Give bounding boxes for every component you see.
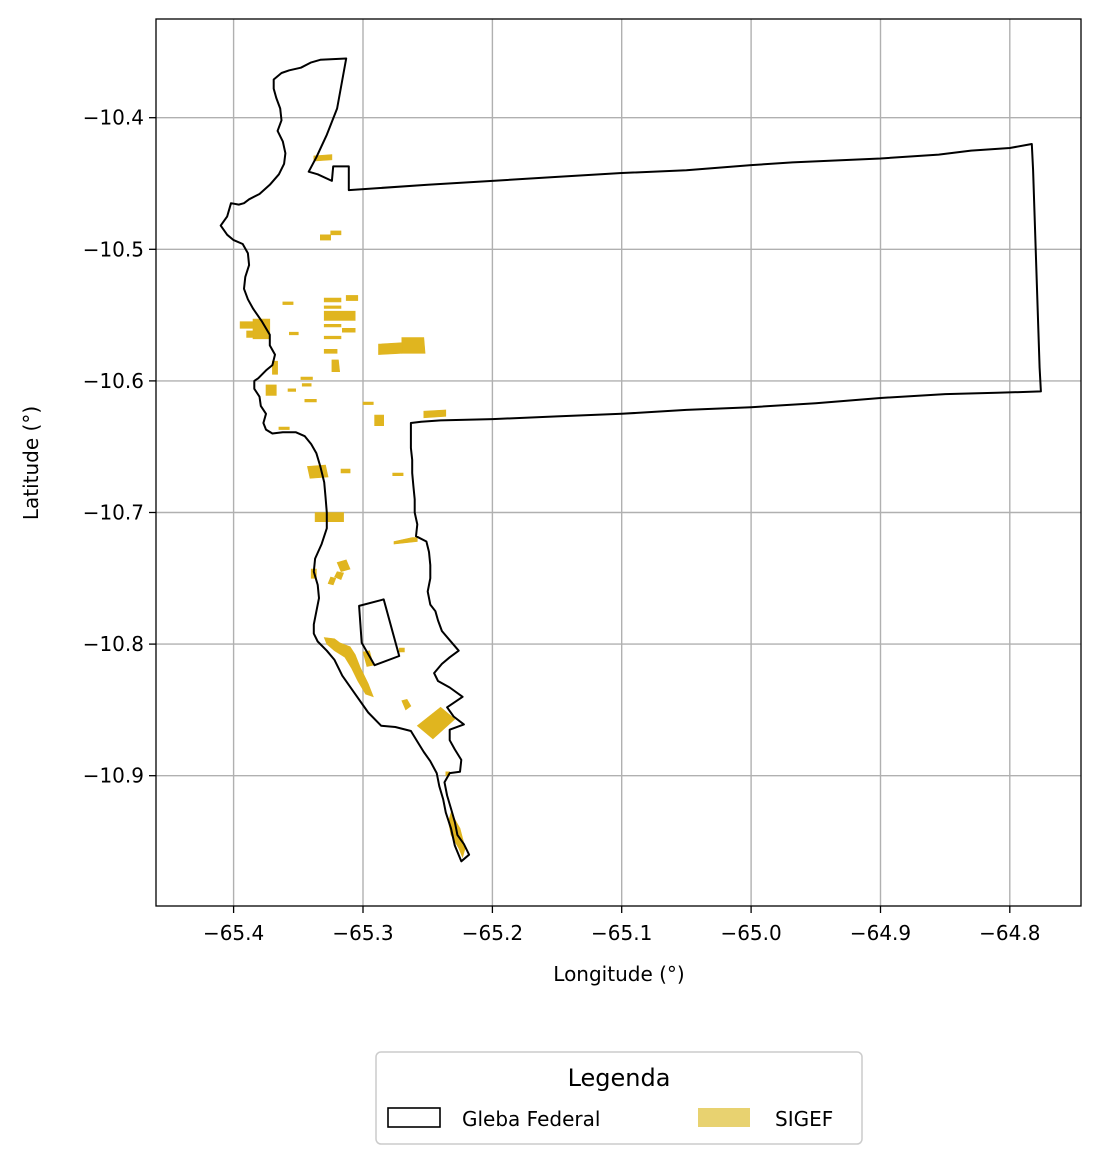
x-tick-label: −65.3: [332, 921, 393, 945]
sigef-parcel: [304, 398, 317, 403]
y-tick-label: −10.4: [83, 106, 144, 130]
sigef-parcel: [307, 464, 329, 479]
sigef-parcel: [336, 559, 351, 573]
sigef-parcel: [423, 409, 447, 419]
sigef-parcel: [341, 327, 356, 333]
sigef-parcel: [334, 571, 345, 580]
sigef-parcel: [323, 348, 338, 354]
plot-frame: [155, 18, 1082, 907]
sigef-parcel: [323, 637, 374, 698]
sigef-parcel: [340, 468, 351, 474]
sigef-parcel: [323, 335, 342, 340]
sigef-parcel: [401, 337, 426, 354]
sigef-parcel: [287, 388, 297, 392]
sigef-parcel: [323, 297, 342, 303]
x-tick-label: −65.4: [203, 921, 264, 945]
legend-label-gleba-federal: Gleba Federal: [462, 1107, 600, 1131]
sigef-parcel: [416, 706, 456, 740]
sigef-parcel: [330, 230, 342, 236]
sigef-parcel: [393, 537, 418, 545]
sigef-parcel: [323, 305, 342, 309]
y-tick-label: −10.7: [83, 501, 144, 525]
y-tick-label: −10.5: [83, 237, 144, 261]
y-tick-label: −10.8: [83, 632, 144, 656]
sigef-parcel: [323, 310, 356, 321]
x-tick-label: −65.2: [462, 921, 523, 945]
sigef-parcel: [265, 384, 277, 396]
legend: Legenda Gleba Federal SIGEF: [375, 1051, 863, 1145]
sigef-parcel: [319, 234, 332, 241]
sigef-layer: [239, 154, 466, 859]
grid-lines: [156, 19, 1081, 906]
sigef-parcel: [288, 331, 299, 336]
sigef-parcel: [314, 512, 344, 523]
sigef-parcel: [401, 699, 412, 711]
sigef-parcel: [378, 342, 403, 355]
sigef-parcel: [323, 323, 342, 328]
x-tick-label: −64.9: [850, 921, 911, 945]
sigef-parcel: [313, 154, 333, 162]
gleba-federal-boundary: [358, 598, 401, 667]
x-axis-ticks: −65.4 −65.3 −65.2 −65.1 −65.0 −64.9 −64.8: [203, 906, 1040, 945]
sigef-parcel: [327, 576, 337, 586]
y-axis-ticks: −10.4 −10.5 −10.6 −10.7 −10.8 −10.9: [83, 106, 156, 788]
sigef-parcel: [301, 383, 312, 387]
legend-title: Legenda: [568, 1064, 671, 1092]
sigef-parcel: [272, 360, 278, 375]
sigef-parcel: [374, 414, 385, 427]
x-tick-label: −64.8: [979, 921, 1040, 945]
y-tick-label: −10.9: [83, 764, 144, 788]
x-axis-label: Longitude (°): [553, 962, 684, 986]
x-tick-label: −65.0: [720, 921, 781, 945]
sigef-parcel: [282, 301, 294, 305]
sigef-parcel: [278, 426, 290, 430]
sigef-parcel: [345, 295, 359, 301]
y-tick-label: −10.6: [83, 369, 144, 393]
x-tick-label: −65.1: [591, 921, 652, 945]
legend-label-sigef: SIGEF: [775, 1107, 833, 1131]
legend-swatch-gleba-federal: [387, 1107, 441, 1128]
sigef-parcel: [300, 376, 313, 380]
gleba-federal-layer: [219, 57, 1042, 863]
sigef-parcel: [398, 647, 405, 653]
sigef-parcel: [239, 321, 254, 329]
y-axis-label: Latitude (°): [19, 406, 43, 520]
sigef-parcel: [362, 401, 374, 405]
sigef-parcel: [331, 359, 341, 373]
legend-swatch-sigef: [698, 1108, 750, 1127]
sigef-parcel: [392, 472, 404, 477]
gleba-federal-boundary: [219, 57, 1042, 863]
